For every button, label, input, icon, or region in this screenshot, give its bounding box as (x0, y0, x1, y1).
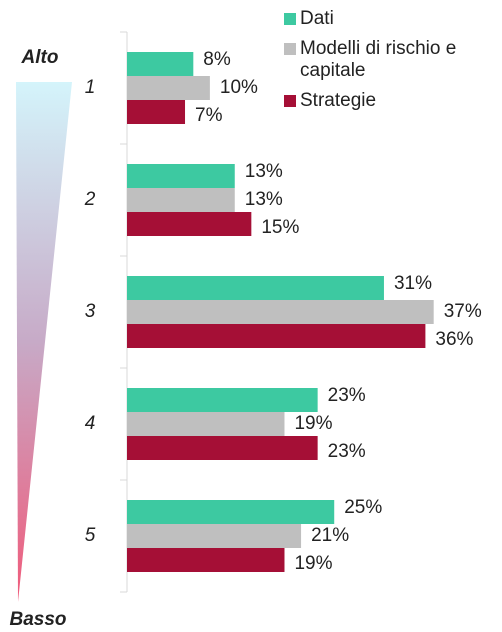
data-label: 13% (245, 161, 283, 182)
bar (127, 76, 210, 100)
category-label: 1 (85, 77, 96, 98)
bar (127, 212, 252, 236)
bar (127, 300, 434, 324)
data-label: 25% (344, 497, 382, 518)
bar (127, 100, 186, 124)
legend: Dati Modelli di rischio e capitale Strateg… (284, 8, 500, 120)
data-label: 31% (394, 273, 432, 294)
top-label: Alto (21, 47, 59, 68)
data-label: 19% (294, 553, 332, 574)
data-label: 23% (328, 385, 366, 406)
legend-swatch (284, 43, 296, 55)
data-label: 21% (311, 525, 349, 546)
bar (127, 188, 235, 212)
data-label: 37% (444, 301, 482, 322)
data-label: 15% (261, 217, 299, 238)
legend-label: Dati (300, 8, 334, 29)
bar (127, 500, 335, 524)
legend-item: Modelli di rischio e capitale (284, 38, 500, 82)
bar (127, 436, 318, 460)
bar (127, 164, 235, 188)
legend-item: Dati (284, 8, 500, 30)
data-label: 36% (435, 329, 473, 350)
bar (127, 276, 384, 300)
bar (127, 388, 318, 412)
data-label: 8% (203, 49, 231, 70)
data-label: 13% (245, 189, 283, 210)
bar (127, 548, 285, 572)
bar (127, 52, 194, 76)
bottom-label: Basso (9, 609, 66, 630)
data-label: 19% (294, 413, 332, 434)
category-label: 3 (85, 301, 96, 322)
bar (127, 524, 302, 548)
category-label: 5 (85, 525, 96, 546)
category-label: 2 (84, 189, 96, 210)
bar (127, 324, 426, 348)
legend-label: Strategie (300, 90, 377, 111)
category-label: 4 (85, 413, 96, 434)
data-label: 10% (220, 77, 258, 98)
scale-triangle (16, 82, 72, 602)
data-label: 23% (328, 441, 366, 462)
legend-swatch (284, 95, 296, 107)
legend-item: Strategie (284, 90, 500, 112)
data-label: 7% (195, 105, 223, 126)
legend-swatch (284, 13, 296, 25)
legend-label: Modelli di rischio e capitale (300, 38, 457, 81)
bar (127, 412, 285, 436)
